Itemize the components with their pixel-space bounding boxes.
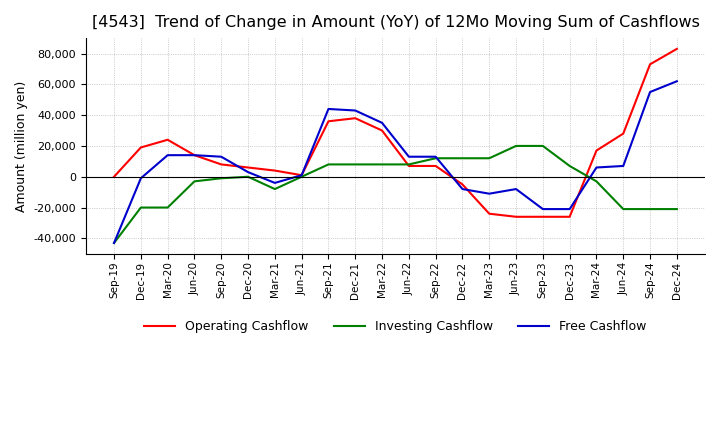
Operating Cashflow <box>431 163 440 169</box>
Free Cashflow <box>619 163 628 169</box>
Investing Cashflow <box>539 143 547 149</box>
Free Cashflow <box>297 172 306 178</box>
Investing Cashflow <box>485 156 494 161</box>
Operating Cashflow <box>458 182 467 187</box>
Investing Cashflow <box>217 176 225 181</box>
Investing Cashflow <box>405 162 413 167</box>
Free Cashflow <box>592 165 600 170</box>
Free Cashflow <box>672 79 681 84</box>
Free Cashflow <box>458 187 467 192</box>
Y-axis label: Amount (million yen): Amount (million yen) <box>15 81 28 212</box>
Free Cashflow <box>378 120 387 125</box>
Operating Cashflow <box>137 145 145 150</box>
Investing Cashflow <box>458 156 467 161</box>
Free Cashflow <box>163 153 172 158</box>
Line: Operating Cashflow: Operating Cashflow <box>114 49 677 217</box>
Operating Cashflow <box>217 162 225 167</box>
Line: Free Cashflow: Free Cashflow <box>114 81 677 243</box>
Operating Cashflow <box>485 211 494 216</box>
Operating Cashflow <box>512 214 521 220</box>
Investing Cashflow <box>351 162 359 167</box>
Operating Cashflow <box>619 131 628 136</box>
Investing Cashflow <box>271 187 279 192</box>
Operating Cashflow <box>539 214 547 220</box>
Investing Cashflow <box>672 206 681 212</box>
Investing Cashflow <box>565 163 574 169</box>
Investing Cashflow <box>592 179 600 184</box>
Operating Cashflow <box>646 62 654 67</box>
Investing Cashflow <box>619 206 628 212</box>
Investing Cashflow <box>378 162 387 167</box>
Free Cashflow <box>431 154 440 159</box>
Free Cashflow <box>351 108 359 113</box>
Free Cashflow <box>109 240 118 246</box>
Title: [4543]  Trend of Change in Amount (YoY) of 12Mo Moving Sum of Cashflows: [4543] Trend of Change in Amount (YoY) o… <box>91 15 699 30</box>
Operating Cashflow <box>672 46 681 51</box>
Free Cashflow <box>244 169 253 175</box>
Operating Cashflow <box>592 148 600 153</box>
Operating Cashflow <box>163 137 172 143</box>
Free Cashflow <box>271 180 279 186</box>
Investing Cashflow <box>646 206 654 212</box>
Operating Cashflow <box>271 168 279 173</box>
Free Cashflow <box>512 187 521 192</box>
Free Cashflow <box>565 206 574 212</box>
Line: Investing Cashflow: Investing Cashflow <box>114 146 677 243</box>
Investing Cashflow <box>109 240 118 246</box>
Free Cashflow <box>405 154 413 159</box>
Free Cashflow <box>646 89 654 95</box>
Operating Cashflow <box>244 165 253 170</box>
Free Cashflow <box>485 191 494 196</box>
Investing Cashflow <box>190 179 199 184</box>
Investing Cashflow <box>137 205 145 210</box>
Operating Cashflow <box>378 128 387 133</box>
Operating Cashflow <box>405 163 413 169</box>
Free Cashflow <box>137 176 145 181</box>
Investing Cashflow <box>512 143 521 149</box>
Operating Cashflow <box>190 153 199 158</box>
Operating Cashflow <box>351 116 359 121</box>
Free Cashflow <box>217 154 225 159</box>
Legend: Operating Cashflow, Investing Cashflow, Free Cashflow: Operating Cashflow, Investing Cashflow, … <box>139 315 652 338</box>
Free Cashflow <box>324 106 333 112</box>
Investing Cashflow <box>431 156 440 161</box>
Operating Cashflow <box>324 119 333 124</box>
Operating Cashflow <box>297 172 306 178</box>
Investing Cashflow <box>163 205 172 210</box>
Investing Cashflow <box>324 162 333 167</box>
Operating Cashflow <box>109 174 118 180</box>
Investing Cashflow <box>297 174 306 180</box>
Operating Cashflow <box>565 214 574 220</box>
Free Cashflow <box>190 153 199 158</box>
Free Cashflow <box>539 206 547 212</box>
Investing Cashflow <box>244 174 253 180</box>
